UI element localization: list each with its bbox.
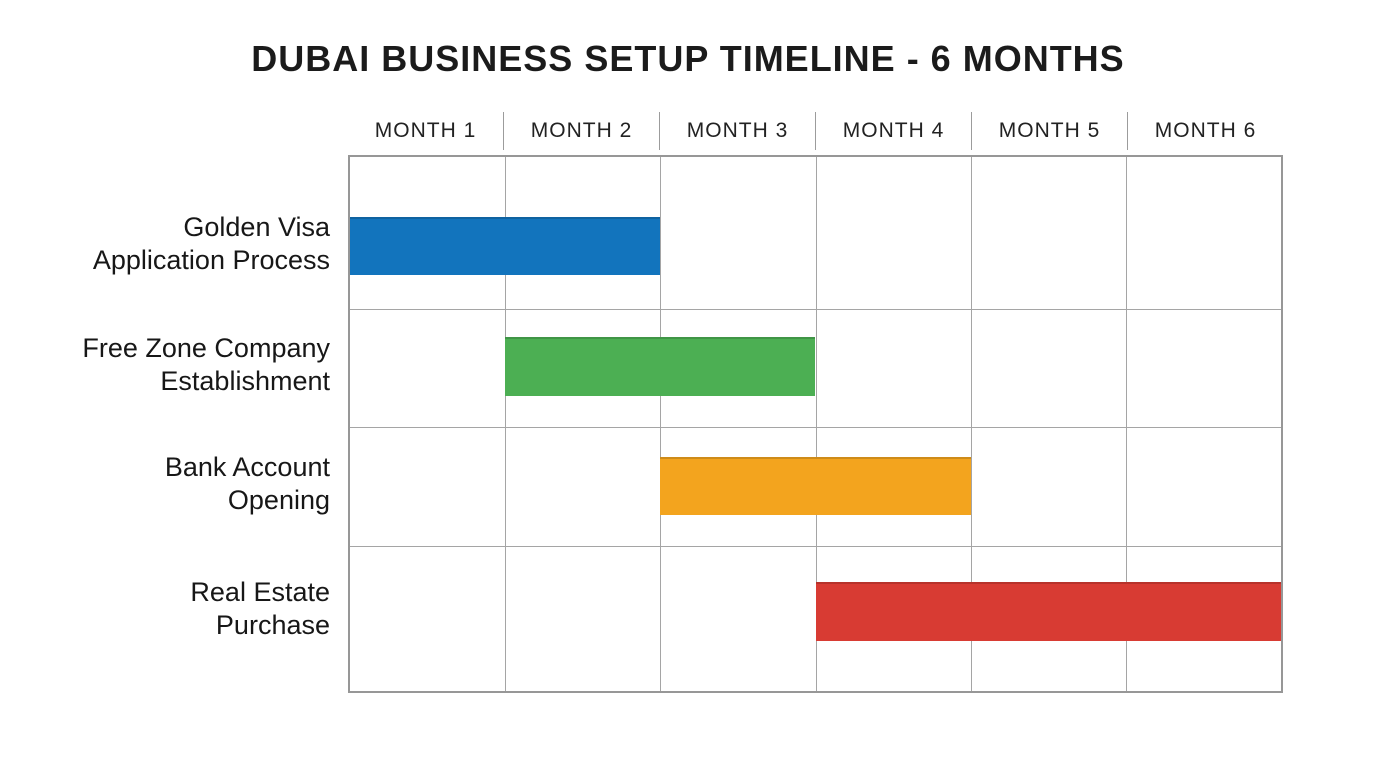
month-header-3: MONTH 3 bbox=[660, 112, 816, 150]
task-row-real-estate bbox=[350, 547, 1281, 695]
grid-vline bbox=[505, 157, 507, 691]
chart-title: DUBAI BUSINESS SETUP TIMELINE - 6 MONTHS bbox=[251, 38, 1125, 79]
month-header-1: MONTH 1 bbox=[348, 112, 504, 150]
gantt-bar-real-estate bbox=[815, 582, 1281, 641]
task-label-line: Golden Visa bbox=[183, 212, 330, 242]
gantt-bar-golden-visa bbox=[350, 217, 661, 275]
gantt-bar-free-zone bbox=[505, 337, 816, 396]
grid-vline bbox=[970, 157, 972, 691]
gantt-bar-bank-account bbox=[660, 457, 971, 515]
grid-vline bbox=[660, 157, 662, 691]
task-label-line: Free Zone Company bbox=[82, 333, 330, 363]
month-header-row: MONTH 1 MONTH 2 MONTH 3 MONTH 4 MONTH 5 … bbox=[348, 112, 1283, 150]
task-label-free-zone: Free Zone Company Establishment bbox=[20, 332, 330, 398]
task-label-line: Opening bbox=[227, 485, 330, 515]
task-label-bank-account: Bank Account Opening bbox=[20, 451, 330, 517]
task-row-bank-account bbox=[350, 428, 1281, 547]
task-label-line: Purchase bbox=[215, 610, 330, 640]
task-label-line: Real Estate bbox=[190, 577, 330, 607]
task-row-free-zone bbox=[350, 310, 1281, 428]
grid-vline bbox=[1125, 157, 1127, 691]
gantt-grid bbox=[348, 155, 1283, 693]
grid-vline bbox=[815, 157, 817, 691]
task-label-line: Establishment bbox=[160, 366, 330, 396]
task-label-golden-visa: Golden Visa Application Process bbox=[20, 211, 330, 277]
month-header-2: MONTH 2 bbox=[504, 112, 660, 150]
task-label-real-estate: Real Estate Purchase bbox=[20, 576, 330, 642]
month-header-6: MONTH 6 bbox=[1154, 119, 1257, 142]
task-label-line: Application Process bbox=[92, 245, 330, 275]
month-header-5: MONTH 5 bbox=[972, 112, 1128, 150]
month-header-4: MONTH 4 bbox=[816, 112, 972, 150]
task-label-line: Bank Account bbox=[164, 452, 330, 482]
